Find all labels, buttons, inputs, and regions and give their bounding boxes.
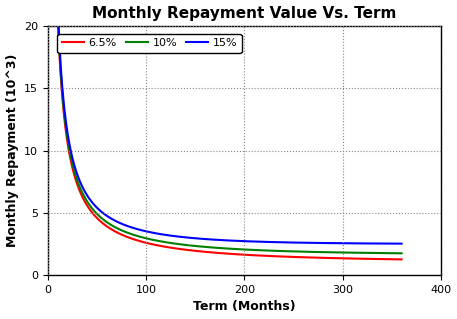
10% [69, 159, 74, 162]
10% [389, 251, 394, 255]
Line: 15%: 15% [54, 0, 402, 244]
Line: 6.5%: 6.5% [54, 0, 402, 259]
Title: Monthly Repayment Value Vs. Term: Monthly Repayment Value Vs. Term [92, 5, 397, 20]
6.5% [220, 251, 226, 255]
6.5% [399, 257, 404, 261]
15% [69, 153, 74, 157]
Legend: 6.5%, 10%, 15%: 6.5%, 10%, 15% [58, 34, 242, 53]
6.5% [388, 257, 394, 261]
15% [389, 242, 394, 246]
6.5% [325, 256, 330, 260]
15% [399, 242, 404, 246]
15% [211, 238, 217, 241]
10% [220, 246, 226, 250]
15% [220, 238, 226, 242]
10% [388, 251, 394, 255]
6.5% [69, 162, 74, 166]
6.5% [211, 251, 217, 255]
6.5% [389, 257, 394, 261]
X-axis label: Term (Months): Term (Months) [193, 300, 296, 314]
Line: 10%: 10% [54, 0, 402, 253]
15% [325, 241, 330, 245]
Y-axis label: Monthly Repayment (10^3): Monthly Repayment (10^3) [5, 54, 19, 247]
15% [388, 242, 394, 246]
10% [399, 251, 404, 255]
10% [211, 246, 217, 249]
10% [325, 250, 330, 254]
